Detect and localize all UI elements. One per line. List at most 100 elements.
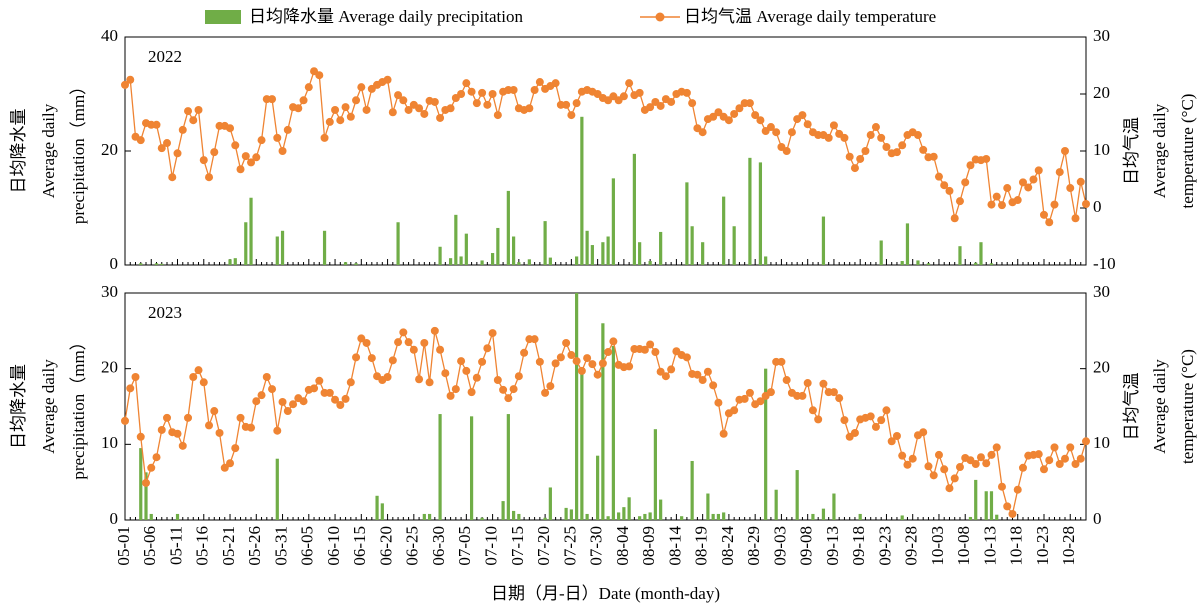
temperature-point <box>966 161 975 170</box>
temperature-point <box>982 459 991 468</box>
temperature-point <box>388 108 397 117</box>
temperature-point <box>1029 175 1038 184</box>
bar <box>764 256 768 265</box>
y2-axis-title: temperature (°C) <box>1178 94 1197 209</box>
bar <box>590 245 594 265</box>
temperature-point <box>226 459 235 468</box>
temperature-point <box>215 428 224 437</box>
bar <box>375 495 379 520</box>
bar <box>811 513 815 520</box>
temperature-point <box>598 359 607 368</box>
temperature-point <box>703 367 712 376</box>
temperature-point <box>745 388 754 397</box>
temperature-point <box>184 413 193 422</box>
temperature-point <box>278 397 287 406</box>
temperature-point <box>1071 460 1080 469</box>
temperature-point <box>709 381 718 390</box>
temperature-point <box>1055 460 1064 469</box>
x-tick-label: 08-24 <box>718 526 737 566</box>
legend-label: 日均气温 Average daily temperature <box>684 7 936 26</box>
bar <box>543 221 547 265</box>
bar <box>653 429 657 520</box>
temperature-point <box>535 357 544 366</box>
temperature-point <box>651 348 660 357</box>
temperature-point <box>1060 454 1069 463</box>
bar <box>506 414 510 520</box>
temperature-point <box>688 99 697 108</box>
temperature-point <box>383 372 392 381</box>
bar <box>585 513 589 520</box>
temperature-point <box>404 105 413 114</box>
temperature-point <box>877 133 886 142</box>
x-tick-label: 07-30 <box>587 526 606 566</box>
bar <box>774 489 778 520</box>
bar <box>606 236 610 265</box>
x-tick-label: 07-20 <box>534 526 553 566</box>
temperature-point <box>819 379 828 388</box>
y-axis-title: precipitation（mm） <box>69 333 88 479</box>
y-tick-label: 20 <box>101 358 118 377</box>
temperature-point <box>850 164 859 173</box>
bar <box>233 258 237 265</box>
bar <box>427 513 432 520</box>
temperature-point <box>829 121 838 130</box>
temperature-point <box>535 78 544 87</box>
bar <box>701 242 705 265</box>
temperature-point <box>840 416 849 425</box>
temperature-point <box>199 378 208 387</box>
bar <box>858 513 862 520</box>
temperature-point <box>845 152 854 161</box>
y2-axis-title: 日均气温 <box>1122 373 1141 441</box>
temperature-point <box>667 97 676 106</box>
temperature-line <box>124 70 1087 224</box>
temperature-point <box>1055 168 1064 177</box>
temperature-point <box>367 354 376 363</box>
temperature-point <box>441 369 450 378</box>
temperature-point <box>168 173 177 182</box>
temperature-point <box>210 148 219 157</box>
temperature-point <box>1003 502 1012 511</box>
bar <box>448 258 453 265</box>
x-tick-label: 09-13 <box>823 526 842 566</box>
temperature-point <box>583 354 592 363</box>
temperature-point <box>436 113 445 122</box>
temperature-point <box>709 112 718 121</box>
temperature-point <box>766 123 775 132</box>
x-tick-label: 05-31 <box>271 526 290 566</box>
bar <box>711 513 715 520</box>
temperature-point <box>992 192 1001 201</box>
temperature-point <box>625 79 634 88</box>
temperature-point <box>619 92 628 101</box>
bar <box>144 472 148 520</box>
temperature-point <box>782 376 791 385</box>
temperature-point <box>572 99 581 108</box>
temperature-point <box>824 133 833 142</box>
temperature-point <box>987 450 996 459</box>
temperature-point <box>126 384 135 393</box>
temperature-point <box>189 116 198 125</box>
bar <box>275 458 279 520</box>
temperature-point <box>541 388 550 397</box>
temperature-point <box>567 351 576 360</box>
bar <box>228 259 232 265</box>
bar <box>648 261 652 265</box>
temperature-point <box>866 131 875 140</box>
x-tick-label: 06-25 <box>403 526 422 566</box>
temperature-point <box>394 91 403 100</box>
temperature-point <box>850 428 859 437</box>
temperature-point <box>136 136 145 145</box>
temperature-point <box>950 214 959 223</box>
temperature-point <box>861 147 870 155</box>
temperature-point <box>430 326 439 335</box>
bar <box>643 513 647 520</box>
bar <box>580 368 584 520</box>
temperature-point <box>635 88 644 97</box>
temperature-point <box>126 75 135 84</box>
temperature-point <box>756 397 765 406</box>
temperature-point <box>199 156 208 165</box>
temperature-point <box>682 88 691 97</box>
bar <box>396 222 400 265</box>
temperature-point <box>1071 214 1080 223</box>
temperature-point <box>178 441 187 450</box>
